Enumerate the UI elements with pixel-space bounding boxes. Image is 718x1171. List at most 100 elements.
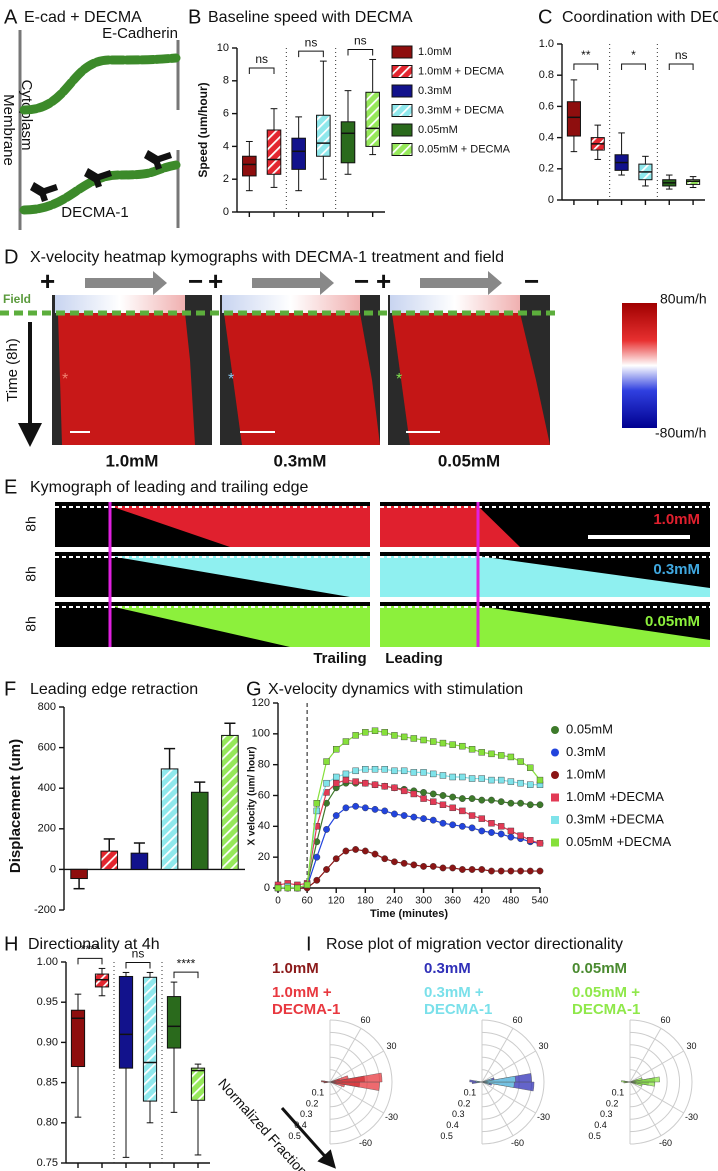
marker [449, 741, 456, 748]
y-tick-label: 400 [38, 782, 56, 794]
marker [284, 884, 291, 892]
significance-label: ns [675, 48, 688, 62]
marker [313, 853, 321, 861]
condition-label: 0.05mM [438, 451, 500, 470]
marker [323, 826, 330, 833]
marker [527, 781, 534, 788]
marker [449, 821, 457, 829]
y-tick-label: 0.95 [37, 996, 58, 1008]
marker [313, 807, 321, 815]
marker [468, 775, 476, 782]
marker [313, 800, 321, 807]
legend-label: 0.3mM + DECMA-1 [424, 984, 493, 1018]
marker [381, 766, 388, 773]
colorbar [622, 303, 657, 428]
marker [391, 784, 398, 791]
y-tick-label: 1.00 [37, 956, 58, 968]
marker [333, 773, 340, 781]
marker [507, 833, 515, 841]
legend-label: 0.3mM + DECMA [418, 104, 505, 116]
x-tick-label: 180 [357, 896, 374, 907]
significance-bracket [125, 961, 151, 969]
r-tick-label: 0.3 [600, 1109, 613, 1119]
marker [526, 801, 534, 809]
legend-label-box: 0.3mM [424, 960, 471, 977]
r-tick-label: 0.2 [458, 1098, 471, 1108]
marker [478, 749, 485, 756]
theta-grid [481, 1028, 514, 1083]
legend-swatch [391, 84, 413, 98]
kymo-row [55, 552, 710, 597]
marker [362, 766, 369, 773]
marker [459, 807, 466, 815]
box [166, 996, 182, 1049]
rose-wedge [329, 1075, 349, 1083]
marker [410, 861, 418, 869]
marker [332, 855, 340, 863]
legend-label-box: 0.05mM [572, 960, 628, 977]
plus-sign: + [40, 266, 55, 296]
legend-label: 1.0mM +DECMA [566, 789, 664, 804]
cytoplasm-label: Cytoplasm [18, 80, 35, 151]
legend-swatch [391, 123, 413, 137]
rose-wedge [324, 1081, 331, 1084]
r-tick-label: 0.1 [612, 1087, 625, 1097]
theta-grid [329, 1050, 384, 1083]
series-line [277, 779, 541, 886]
trailing-label: Trailing [313, 650, 366, 667]
marker [458, 866, 466, 873]
marker [410, 790, 418, 798]
theta-grid [481, 1081, 536, 1114]
marker [536, 801, 544, 809]
panel-letter: I [306, 933, 312, 955]
marker [458, 822, 466, 830]
marker [468, 824, 476, 832]
x-tick-label: 480 [503, 896, 520, 907]
r-tick-label: 0.5 [588, 1131, 601, 1141]
x-tick-label: 0 [275, 896, 281, 907]
marker [410, 813, 418, 821]
heatmap-panel: X-velocity heatmap kymographs with DECMA… [0, 249, 707, 470]
box [316, 114, 331, 157]
box [242, 155, 257, 177]
antibody-label: DECMA-1 [61, 204, 129, 221]
rose-axis-arrow [280, 1107, 336, 1169]
y-tick-label: 0.4 [539, 132, 554, 144]
cadherin-chain [19, 160, 181, 215]
y-tick-label: 600 [38, 742, 56, 754]
rose-wedge [475, 1080, 483, 1083]
legend-marker [551, 771, 559, 779]
y-tick-label: 0 [50, 863, 56, 875]
heatmap-region [392, 313, 550, 445]
marker [459, 742, 466, 750]
series-line [278, 730, 541, 889]
rose-wedge [481, 1078, 493, 1083]
marker [420, 789, 427, 796]
marker [342, 804, 350, 812]
marker [430, 770, 437, 778]
heatmap-region [224, 313, 380, 445]
legend-label: 0.05mM [572, 960, 628, 977]
marker [361, 804, 369, 812]
significance-bracket [621, 63, 646, 70]
marker [429, 816, 437, 824]
legend-marker [551, 793, 559, 802]
theta-grid [329, 1081, 384, 1114]
marker [430, 738, 437, 745]
marker [371, 805, 379, 813]
marker [536, 840, 544, 847]
r-grid [481, 1019, 545, 1145]
r-tick-label: 0.5 [440, 1131, 453, 1141]
x-tick-label: 360 [444, 896, 461, 907]
theta-tick-label: 60 [660, 1015, 670, 1025]
marker [478, 775, 485, 782]
panel-letter: C [538, 6, 552, 28]
marker [497, 867, 505, 875]
marker [507, 867, 515, 875]
marker [488, 820, 495, 827]
marker [517, 799, 524, 807]
y-tick-label: 0.75 [37, 1157, 58, 1169]
theta-tick-label: 30 [538, 1041, 548, 1051]
significance-bracket [173, 971, 199, 979]
marker [410, 769, 418, 776]
